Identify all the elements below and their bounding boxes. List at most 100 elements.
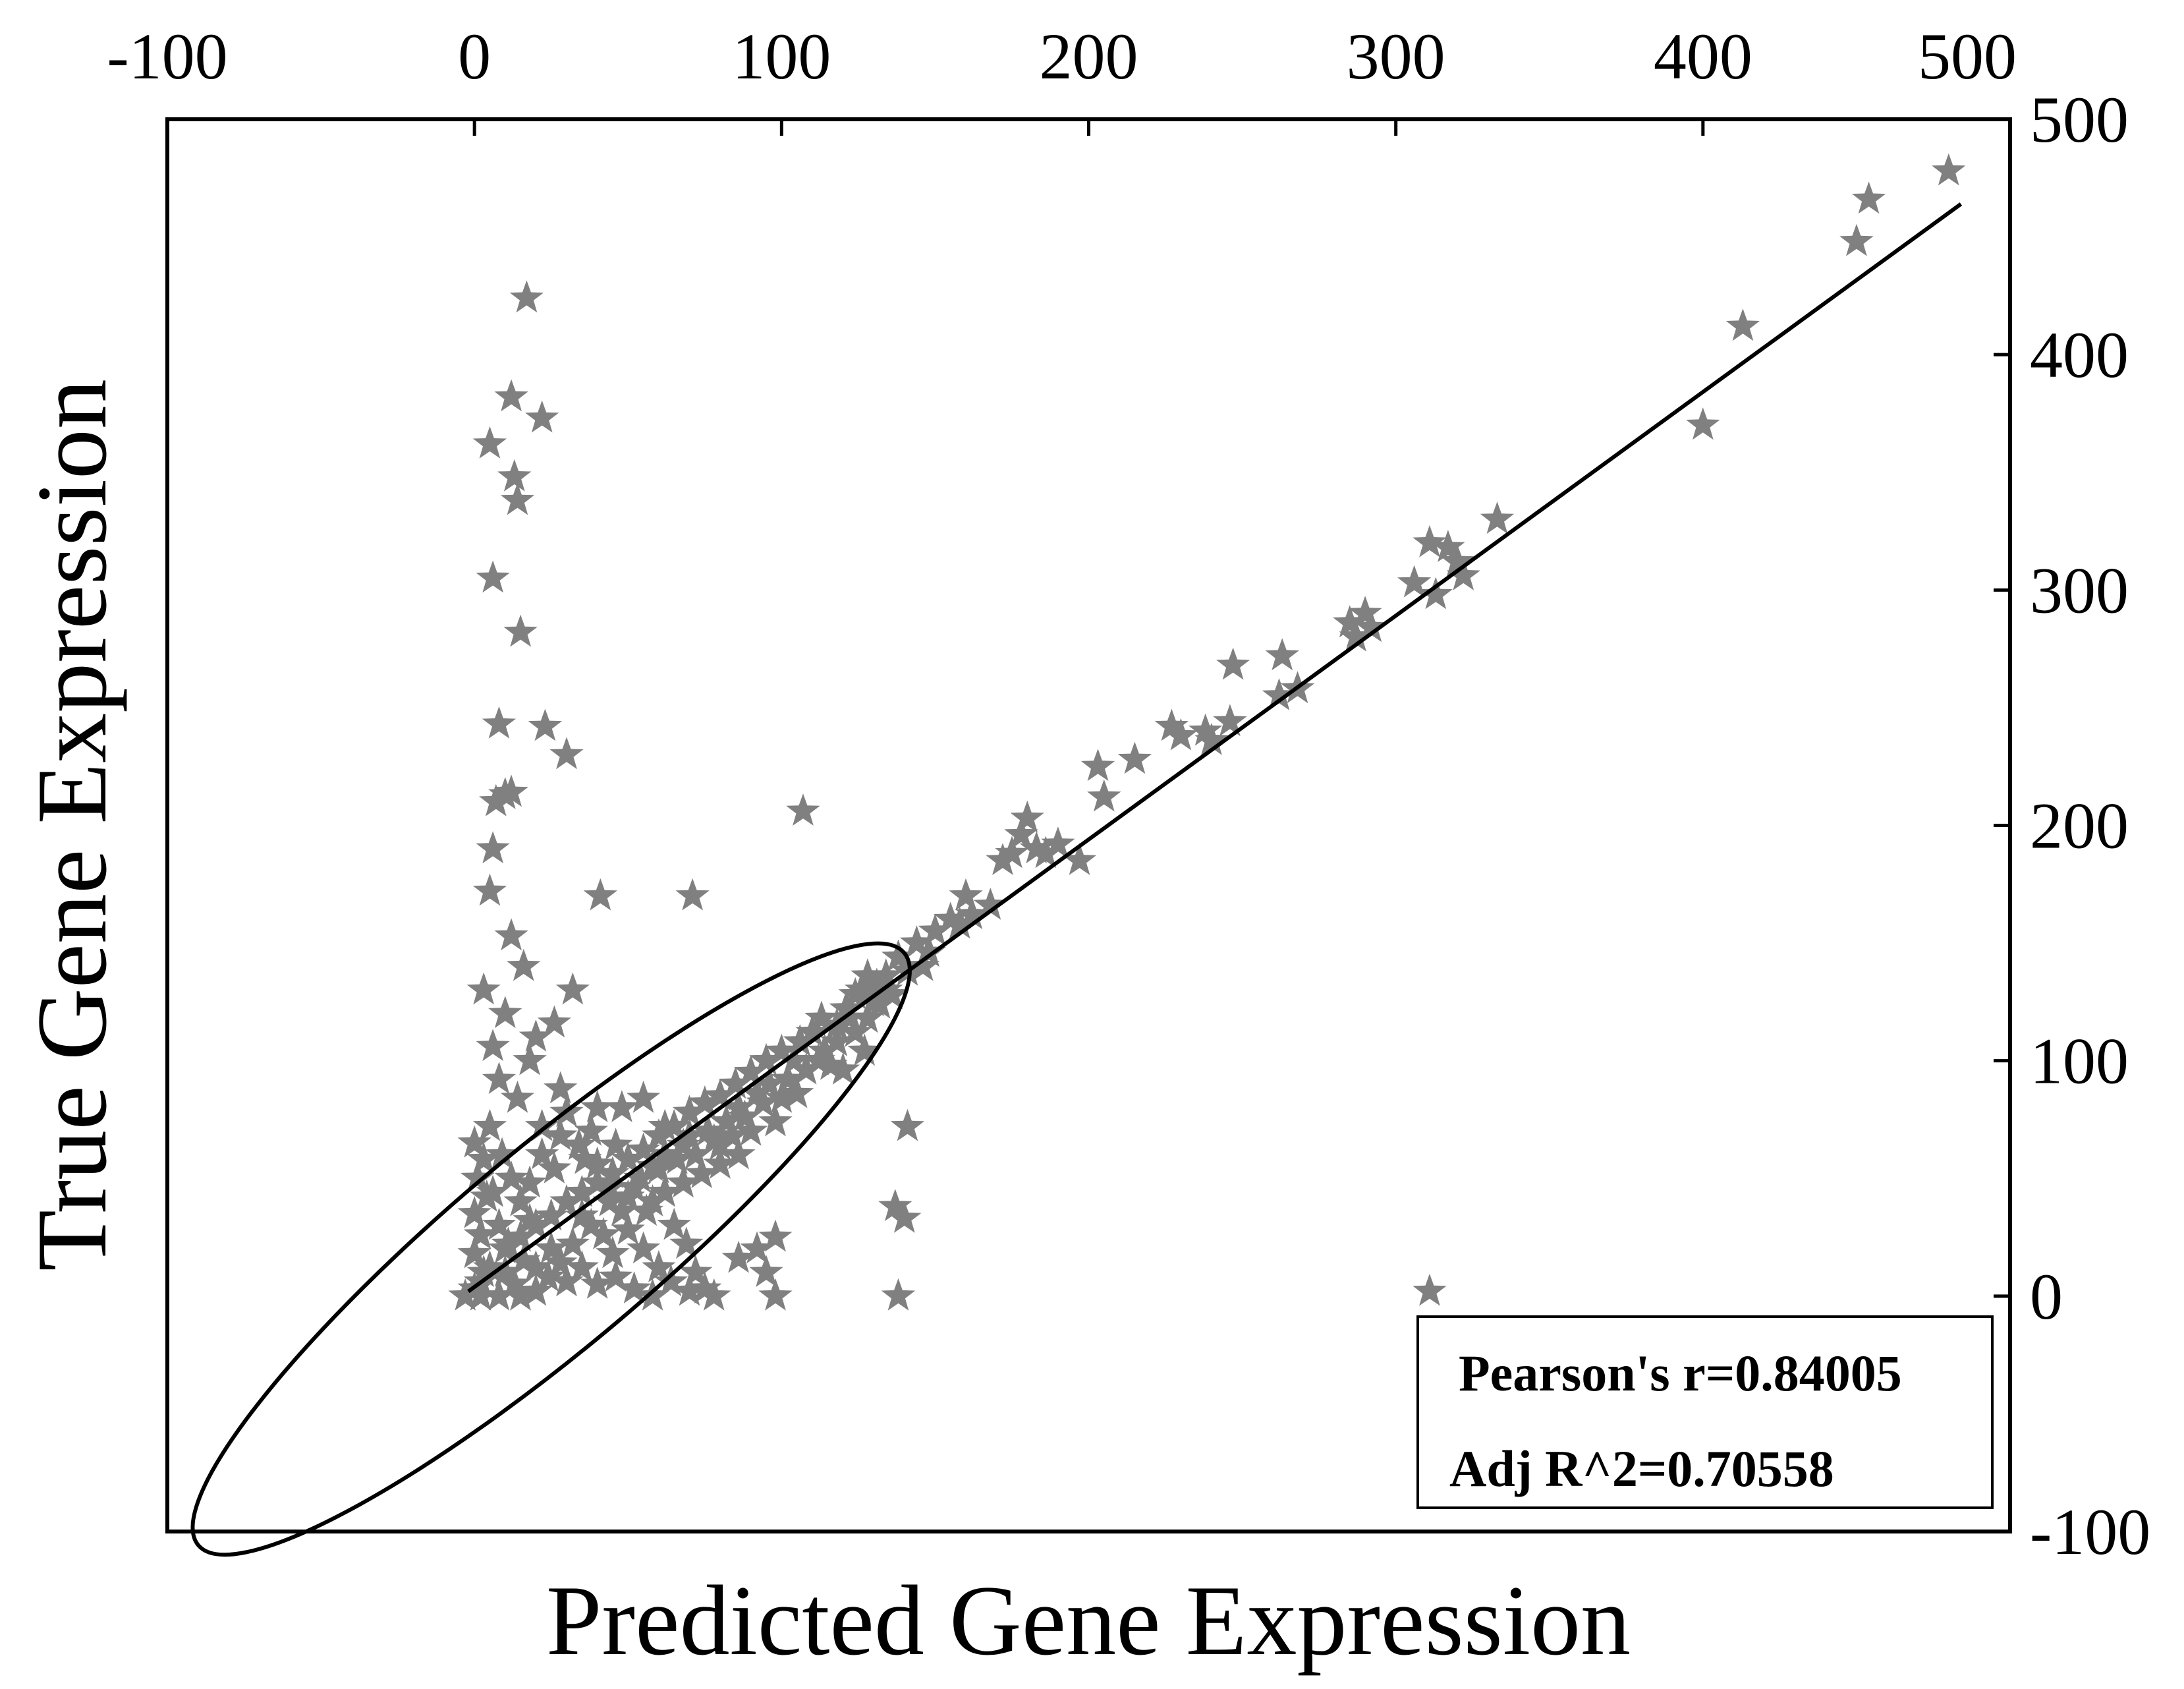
data-point	[801, 1043, 835, 1075]
data-point	[513, 1203, 547, 1236]
data-point	[518, 1250, 553, 1282]
data-point	[461, 1160, 495, 1193]
data-point	[847, 1033, 882, 1066]
data-point	[709, 1104, 744, 1137]
data-point	[955, 897, 989, 930]
data-point	[537, 1005, 571, 1038]
y-tick-label: 400	[2030, 318, 2129, 391]
data-point	[503, 1219, 538, 1252]
data-point	[611, 1212, 645, 1245]
x-tick-label: 200	[1040, 20, 1138, 93]
data-point	[654, 1264, 688, 1297]
data-point	[1041, 826, 1075, 859]
x-tick-label: 100	[732, 20, 831, 93]
data-point	[1028, 836, 1063, 869]
data-point	[494, 774, 528, 807]
x-tick-label: 400	[1654, 20, 1752, 93]
data-point	[472, 873, 507, 906]
x-tick-label: 300	[1347, 20, 1445, 93]
data-point	[1397, 565, 1432, 598]
data-point	[1446, 558, 1480, 590]
data-point	[1213, 704, 1247, 737]
data-point	[494, 379, 528, 412]
data-point	[513, 1165, 547, 1198]
data-point	[688, 1085, 722, 1118]
data-point	[1725, 308, 1760, 341]
data-point	[491, 1226, 526, 1259]
data-point	[703, 1078, 737, 1111]
data-point	[476, 831, 510, 864]
data-point	[626, 1231, 661, 1264]
data-point	[457, 1236, 491, 1269]
data-point	[598, 1259, 633, 1292]
data-point	[918, 913, 953, 946]
data-point	[565, 1174, 599, 1207]
data-point	[1354, 610, 1389, 643]
data-point	[1418, 577, 1453, 610]
data-point	[635, 1149, 670, 1182]
data-point	[660, 1141, 694, 1174]
y-tick-label: 0	[2030, 1260, 2063, 1333]
data-point	[807, 1033, 842, 1066]
data-point	[679, 1137, 713, 1170]
data-point	[555, 972, 590, 1005]
data-point	[479, 784, 513, 816]
data-point	[580, 1267, 615, 1299]
data-point	[832, 1000, 866, 1033]
data-point	[764, 1033, 798, 1066]
data-point	[580, 1146, 615, 1179]
data-point	[734, 1054, 768, 1087]
data-point	[598, 1128, 633, 1160]
data-point	[565, 1250, 599, 1282]
data-point	[565, 1198, 599, 1231]
y-tick-label: 100	[2030, 1025, 2129, 1098]
data-point	[949, 878, 983, 911]
data-point	[1348, 596, 1382, 628]
data-point	[463, 1217, 498, 1249]
x-axis-title: Predicted Gene Expression	[546, 1565, 1631, 1676]
data-point	[580, 1165, 615, 1198]
data-point	[605, 1193, 639, 1226]
data-point	[1262, 678, 1297, 710]
data-point	[580, 1090, 615, 1122]
data-point	[786, 793, 820, 826]
data-point	[494, 1160, 528, 1193]
data-point	[611, 1141, 645, 1174]
data-point	[488, 996, 522, 1029]
data-point	[488, 1255, 522, 1287]
data-point	[1010, 800, 1044, 833]
data-point	[513, 1043, 547, 1075]
data-point	[906, 948, 940, 981]
data-point	[718, 1066, 753, 1099]
data-point	[586, 1217, 621, 1249]
data-point	[482, 1278, 517, 1311]
data-point	[752, 1066, 787, 1099]
data-point	[648, 1174, 682, 1207]
data-point	[1117, 741, 1152, 774]
data-point	[1839, 223, 1874, 256]
data-point	[525, 400, 559, 433]
data-point	[457, 1125, 491, 1158]
x-tick-label: 500	[1918, 20, 2017, 93]
data-point	[1932, 153, 1966, 186]
data-point	[1440, 544, 1474, 577]
data-point	[549, 1264, 584, 1297]
data-point	[500, 1080, 535, 1113]
data-point	[534, 1231, 569, 1264]
y-axis-title: True Gene Expression	[16, 379, 127, 1271]
data-point	[494, 918, 528, 951]
data-point	[1062, 843, 1097, 875]
pearson-r-text: Pearson's r=0.84005	[1459, 1344, 1902, 1402]
data-point	[749, 1043, 783, 1075]
axis-ticks: -100 0 100 200 300 400 500 -100 0 100 200 300 400 500	[107, 20, 2150, 1568]
data-point	[1080, 749, 1115, 782]
data-point	[472, 426, 507, 459]
data-point	[476, 1174, 510, 1207]
data-point	[574, 1113, 608, 1146]
data-point	[887, 1201, 922, 1233]
data-point	[528, 708, 563, 741]
data-point	[758, 1104, 793, 1137]
data-point	[562, 1128, 596, 1160]
data-point	[549, 1184, 584, 1217]
